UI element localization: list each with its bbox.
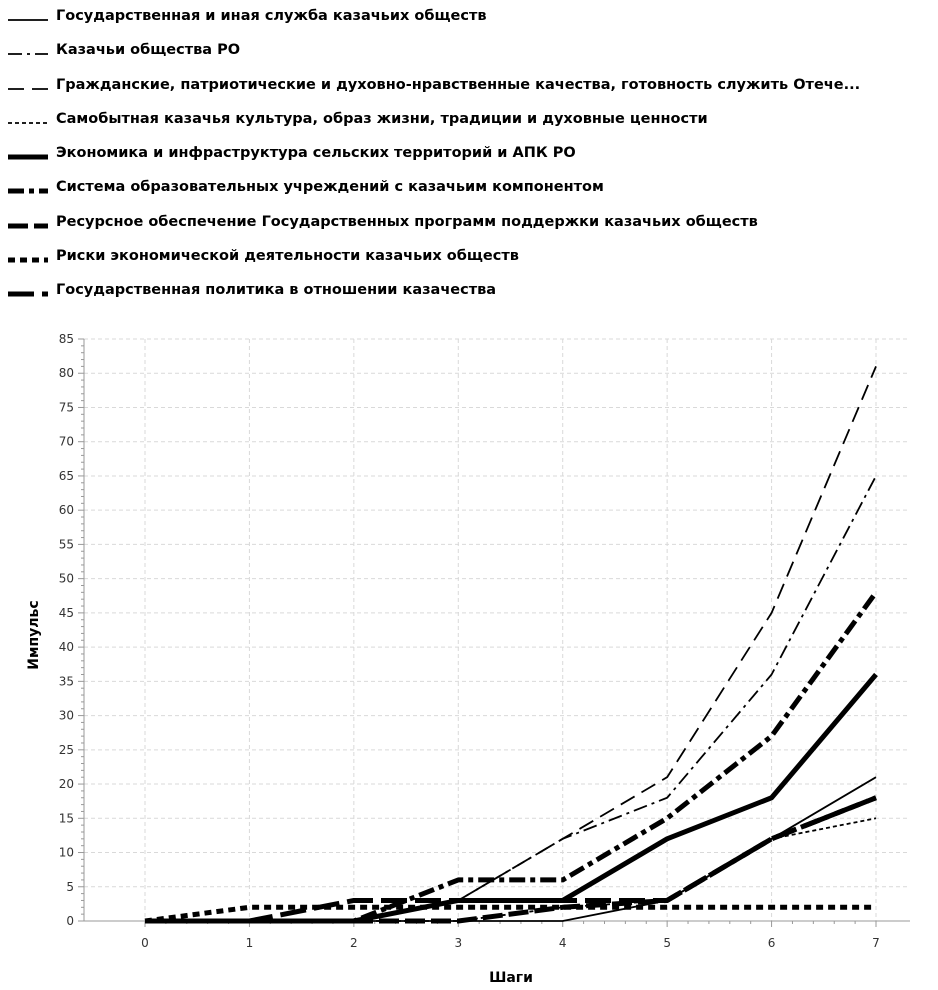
x-tick-label: 5 [663, 936, 671, 950]
legend-swatch [8, 87, 48, 90]
y-tick-label: 20 [59, 777, 74, 791]
y-tick-label: 50 [59, 572, 74, 586]
y-tick-label: 0 [66, 914, 74, 928]
y-tick-label: 25 [59, 743, 74, 757]
y-tick-label: 65 [59, 469, 74, 483]
legend-item: Государственная и иная служба казачьих о… [8, 6, 936, 40]
legend-label: Гражданские, патриотические и духовно-нр… [56, 76, 861, 93]
series-line-2 [145, 475, 877, 922]
x-tick-label: 3 [454, 936, 462, 950]
y-tick-label: 60 [59, 503, 74, 517]
legend-swatch [8, 154, 48, 160]
legend-label: Экономика и инфраструктура сельских терр… [56, 145, 576, 162]
legend-swatch [8, 19, 48, 21]
y-tick-label: 55 [59, 537, 74, 551]
legend-item: Ресурсное обеспечение Государственных пр… [8, 212, 936, 246]
legend-label: Риски экономической деятельности казачьи… [56, 248, 519, 265]
series-line-8 [144, 904, 876, 924]
y-tick-label: 85 [59, 332, 74, 346]
series-line-9 [145, 795, 877, 924]
legend-swatch [8, 53, 48, 56]
legend-label: Ресурсное обеспечение Государственных пр… [56, 213, 758, 230]
legend-swatch [8, 257, 48, 263]
x-tick-label: 4 [559, 936, 567, 950]
y-tick-label: 15 [59, 811, 74, 825]
y-tick-label: 30 [59, 709, 74, 723]
legend-item: Государственная политика в отношении каз… [8, 280, 936, 314]
y-tick-label: 80 [59, 366, 74, 380]
series-line-5 [145, 672, 878, 924]
x-tick-label: 2 [350, 936, 358, 950]
legend-label: Казачьи общества РО [56, 42, 241, 59]
y-tick-label: 5 [66, 880, 74, 894]
series-line-6 [145, 590, 879, 924]
legend-item: Гражданские, патриотические и духовно-нр… [8, 75, 936, 109]
x-tick-label: 6 [768, 936, 776, 950]
legend-swatch [8, 291, 48, 297]
legend-item: Экономика и инфраструктура сельских терр… [8, 143, 936, 177]
data-series [144, 366, 879, 924]
x-tick-label: 1 [246, 936, 254, 950]
y-tick-label: 40 [59, 640, 74, 654]
legend-label: Государственная и иная служба казачьих о… [56, 8, 487, 24]
legend-item: Риски экономической деятельности казачьи… [8, 246, 936, 280]
legend-label: Самобытная казачья культура, образ жизни… [56, 110, 708, 127]
y-tick-label: 10 [59, 846, 74, 860]
legend-swatch [8, 121, 48, 124]
y-tick-label: 35 [59, 674, 74, 688]
legend-item: Система образовательных учреждений с каз… [8, 177, 936, 211]
x-tick-label: 0 [141, 936, 149, 950]
series-line-3 [145, 366, 877, 922]
legend-item: Казачьи общества РО [8, 40, 936, 74]
y-tick-label: 45 [59, 606, 74, 620]
y-tick-label: 75 [59, 400, 74, 414]
x-axis-label: Шаги [489, 970, 533, 986]
grid-lines [84, 338, 910, 921]
legend-label: Система образовательных учреждений с каз… [56, 179, 604, 196]
legend-label: Государственная политика в отношении каз… [56, 282, 497, 299]
legend-item: Самобытная казачья культура, образ жизни… [8, 109, 936, 143]
y-axis-label: Импульс [26, 600, 42, 669]
x-tick-label: 7 [872, 936, 880, 950]
y-tick-label: 70 [59, 435, 74, 449]
legend-swatch [8, 188, 48, 194]
chart-legend: Государственная и иная служба казачьих о… [8, 6, 936, 315]
legend-swatch [8, 223, 48, 229]
